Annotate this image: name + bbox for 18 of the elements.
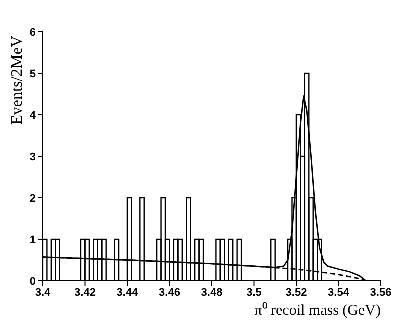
y-tick-label: 0 <box>30 276 36 288</box>
x-tick-label: 3.52 <box>286 286 308 299</box>
x-tick-label: 3.56 <box>370 286 392 299</box>
y-tick-label: 2 <box>30 192 36 205</box>
x-tick-label: 3.54 <box>328 286 350 299</box>
x-tick-label: 3.46 <box>159 286 180 299</box>
y-tick-label: 1 <box>30 234 36 246</box>
x-tick-label: 3.44 <box>116 286 140 299</box>
x-tick-label: 3.5 <box>246 286 262 299</box>
y-tick-label: 4 <box>30 110 37 122</box>
y-axis-title: Events/2MeV <box>9 36 26 125</box>
x-tick-label: 3.42 <box>74 286 96 299</box>
y-tick-label: 6 <box>30 26 36 39</box>
x-tick-label: 3.4 <box>35 286 52 299</box>
y-tick-label: 3 <box>30 151 36 164</box>
y-tick-label: 5 <box>30 68 36 80</box>
x-tick-label: 3.48 <box>201 286 223 299</box>
x-axis-title: π⁰ recoil mass (GeV) <box>254 302 381 319</box>
